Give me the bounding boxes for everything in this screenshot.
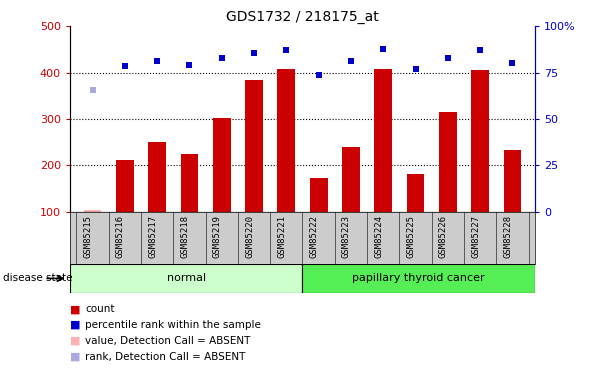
Bar <box>181 154 198 212</box>
Title: GDS1732 / 218175_at: GDS1732 / 218175_at <box>226 10 379 24</box>
Bar <box>407 174 424 212</box>
Text: GSM85218: GSM85218 <box>181 214 190 258</box>
Text: ■: ■ <box>70 304 80 314</box>
Point <box>185 62 195 68</box>
Bar <box>116 160 134 212</box>
Text: GSM85222: GSM85222 <box>309 214 319 258</box>
Text: GSM85221: GSM85221 <box>277 214 286 258</box>
Point <box>88 87 97 93</box>
Point <box>443 55 453 61</box>
Text: value, Detection Call = ABSENT: value, Detection Call = ABSENT <box>85 336 250 346</box>
Text: ■: ■ <box>70 336 80 346</box>
Bar <box>70 264 302 292</box>
Text: GSM85227: GSM85227 <box>471 214 480 258</box>
Text: papillary thyroid cancer: papillary thyroid cancer <box>353 273 485 284</box>
Text: percentile rank within the sample: percentile rank within the sample <box>85 320 261 330</box>
Point <box>475 47 485 53</box>
Text: GSM85217: GSM85217 <box>148 214 157 258</box>
Text: GSM85225: GSM85225 <box>407 214 415 258</box>
Text: GSM85228: GSM85228 <box>503 214 513 258</box>
Text: count: count <box>85 304 115 314</box>
Text: normal: normal <box>167 273 206 284</box>
Point <box>378 46 388 53</box>
Text: GSM85226: GSM85226 <box>439 214 448 258</box>
Bar <box>471 70 489 212</box>
Point <box>282 47 291 53</box>
Bar <box>148 142 166 212</box>
Point <box>249 50 259 56</box>
Point <box>152 58 162 64</box>
Point <box>346 58 356 64</box>
Text: GSM85223: GSM85223 <box>342 214 351 258</box>
Bar <box>302 264 535 292</box>
Text: disease state: disease state <box>3 273 72 284</box>
Text: GSM85224: GSM85224 <box>375 214 383 258</box>
Point <box>508 60 517 66</box>
Bar <box>375 69 392 212</box>
Text: GSM85220: GSM85220 <box>245 214 254 258</box>
Bar <box>245 80 263 212</box>
Text: ■: ■ <box>70 320 80 330</box>
Bar <box>503 150 521 212</box>
Point <box>314 72 323 78</box>
Bar <box>439 112 457 212</box>
Bar <box>213 118 230 212</box>
Bar <box>277 69 295 212</box>
Point <box>217 55 227 61</box>
Point <box>410 66 420 72</box>
Bar <box>309 178 328 212</box>
Text: GSM85219: GSM85219 <box>213 214 222 258</box>
Point <box>120 63 130 69</box>
Bar <box>84 210 102 212</box>
Bar <box>342 147 360 212</box>
Text: rank, Detection Call = ABSENT: rank, Detection Call = ABSENT <box>85 352 246 362</box>
Text: ■: ■ <box>70 352 80 362</box>
Text: GSM85215: GSM85215 <box>83 214 92 258</box>
Text: GSM85216: GSM85216 <box>116 214 125 258</box>
